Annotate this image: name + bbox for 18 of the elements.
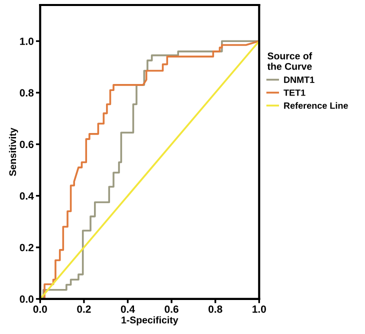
x-tick-label: 0.0 bbox=[33, 305, 47, 313]
legend-title: Source of the Curve bbox=[267, 52, 312, 70]
x-axis-title: 1-Specificity bbox=[122, 316, 178, 326]
legend-label: Reference Line bbox=[284, 102, 348, 109]
y-axis-title: Sensitivity bbox=[8, 128, 18, 176]
y-tick-label: 0.4 bbox=[20, 192, 34, 200]
x-tick-label: 0.8 bbox=[208, 305, 222, 313]
y-tick-label: 0.8 bbox=[20, 89, 34, 97]
x-tick-label: 1.0 bbox=[252, 305, 266, 313]
y-tick-label: 0.6 bbox=[20, 140, 34, 148]
x-tick-label: 0.4 bbox=[120, 305, 135, 313]
legend-label: DNMT1 bbox=[284, 76, 314, 83]
x-tick-label: 0.6 bbox=[164, 305, 178, 313]
y-tick-label: 0.2 bbox=[20, 244, 34, 252]
y-tick-label: 0.0 bbox=[20, 295, 34, 303]
legend-label: TET1 bbox=[284, 90, 306, 96]
x-tick-label: 0.2 bbox=[77, 305, 91, 313]
y-tick-label: 1.0 bbox=[20, 38, 34, 45]
